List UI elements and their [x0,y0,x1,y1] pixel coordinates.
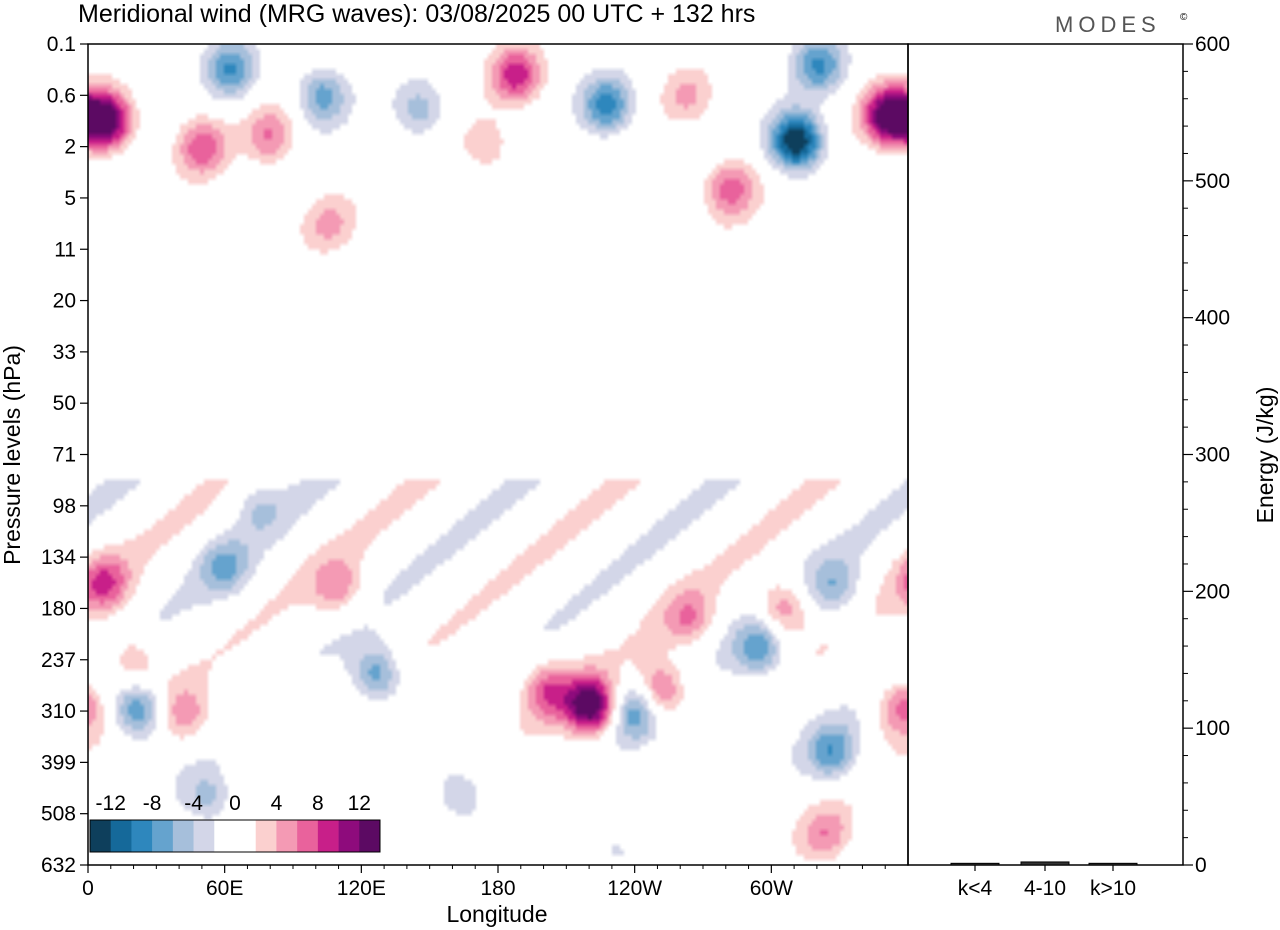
y-tick-label: 0.6 [47,84,76,107]
y-tick-label: 399 [41,751,76,774]
x-axis-label: Longitude [446,901,547,927]
y-tick-label: 50 [53,392,76,415]
colorbar-bin [359,820,381,852]
energy-bar [950,862,1000,866]
energy-category-label: k>10 [1090,877,1136,900]
colorbar-tick-label: 4 [271,792,283,815]
energy-axis-label: Energy (J/kg) [1252,387,1278,524]
y-tick-label: 180 [41,597,76,620]
x-tick-label: 0 [82,877,94,900]
energy-tick-label: 0 [1195,854,1207,877]
y-tick-label: 2 [64,136,76,159]
colorbar-tick-label: -8 [143,792,162,815]
colorbar-bin [131,820,153,852]
y-axis-label: Pressure levels (hPa) [0,345,25,565]
energy-tick-label: 600 [1195,33,1230,56]
colorbar-tick-label: 0 [229,792,241,815]
colorbar-bin [172,820,194,852]
colorbar-bin [152,820,174,852]
y-tick-label: 33 [53,341,76,364]
y-tick-label: 20 [53,290,76,313]
modes-logo: MODES [1055,12,1161,37]
colorbar-bin [214,820,236,852]
energy-tick-label: 500 [1195,170,1230,193]
energy-frame [907,43,1184,866]
colorbar-tick-label: -4 [184,792,203,815]
y-tick-label: 310 [41,700,76,723]
y-tick-label: 237 [41,649,76,672]
colorbar-bin [193,820,215,852]
y-tick-label: 632 [41,854,76,877]
energy-category-label: k<4 [958,877,993,900]
y-tick-label: 508 [41,803,76,826]
energy-bar [1020,861,1070,866]
heatmap-raster [88,44,908,865]
y-tick-label: 11 [54,238,76,261]
colorbar-bin [110,820,132,852]
y-tick-label: 134 [41,546,76,569]
colorbar-bin [297,820,319,852]
colorbar: -12 -8 -4 0 4 8 12 [89,792,381,853]
colorbar-bin [338,820,360,852]
energy-tick-label: 400 [1195,307,1230,330]
x-tick-label: 120E [337,877,386,900]
energy-tick-label: 200 [1195,580,1230,603]
y-tick-label: 5 [64,187,76,210]
colorbar-frame [89,819,381,853]
chart-title: Meridional wind (MRG waves): 03/08/2025 … [78,0,755,28]
x-tick-label: 120W [607,877,662,900]
logo-mark: © [1180,12,1188,23]
x-tick-label: 180 [480,877,515,900]
colorbar-tick-label: 12 [348,792,371,815]
energy-bars: k<4 4-10 k>10 [950,861,1138,900]
colorbar-tick-label: -12 [96,792,126,815]
y-tick-label: 98 [53,495,76,518]
energy-tick-label: 100 [1195,717,1230,740]
colorbar-bin [235,820,257,852]
colorbar-bin [317,820,339,852]
axes: 0.1 0.6 2 5 11 20 33 50 71 98 134 180 237 310 399 508 63… [41,33,1230,900]
colorbar-bin [90,820,112,852]
y-tick-label: 0.1 [47,33,76,56]
x-tick-label: 60W [750,877,793,900]
y-tick-label: 71 [53,444,76,467]
colorbar-bin [255,820,277,852]
energy-bar [1088,862,1138,866]
heatmap-field [88,44,908,865]
colorbar-tick-label: 8 [312,792,324,815]
colorbar-bin [276,820,298,852]
energy-tick-label: 300 [1195,444,1230,467]
x-tick-label: 60E [206,877,243,900]
energy-category-label: 4-10 [1024,877,1066,900]
